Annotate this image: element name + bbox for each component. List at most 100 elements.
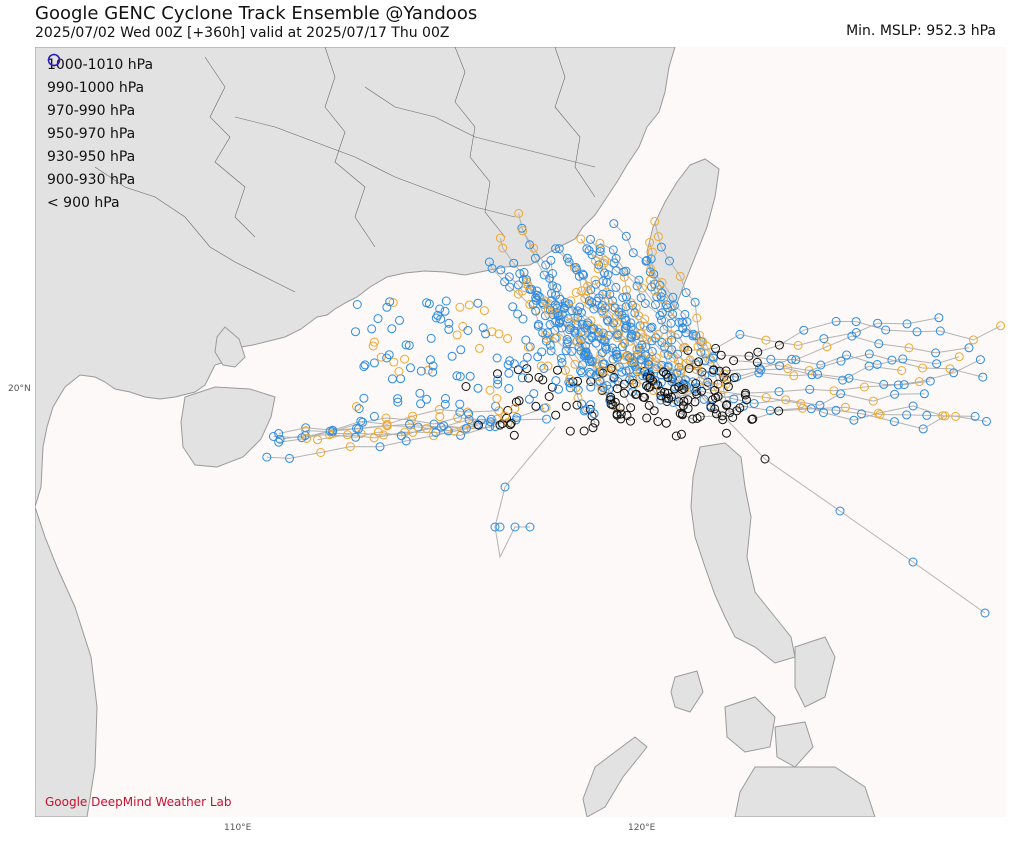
track-point-marker xyxy=(485,385,495,395)
track-point-marker xyxy=(395,315,404,325)
track-point-marker xyxy=(593,264,603,274)
track-point-marker xyxy=(628,248,638,258)
track-point-marker xyxy=(721,366,731,376)
track-point-marker xyxy=(626,333,636,343)
track-point-marker xyxy=(405,419,414,429)
track-point-marker xyxy=(613,333,622,343)
map-panel: 1000-1010 hPa 990-1000 hPa 970-990 hPa 950-… xyxy=(35,47,1006,817)
track-point-marker xyxy=(609,373,618,383)
track-point-marker xyxy=(529,243,539,253)
track-point-marker xyxy=(655,310,665,320)
track-point-marker xyxy=(667,372,677,382)
track-point-marker xyxy=(702,341,712,351)
track-point-marker xyxy=(422,394,432,404)
track-point-marker xyxy=(530,253,540,263)
track-point-marker xyxy=(664,394,674,404)
track-point-marker xyxy=(692,313,702,323)
track-point-marker xyxy=(285,453,294,463)
track-point-marker xyxy=(982,416,991,426)
track-point-marker xyxy=(524,394,534,404)
track-point-marker xyxy=(752,357,762,367)
track-point-marker xyxy=(690,297,700,307)
track-point-marker xyxy=(609,302,619,312)
track-point-marker xyxy=(676,367,686,377)
track-point-marker xyxy=(681,358,691,368)
track-point-marker xyxy=(625,353,635,363)
track-point-marker xyxy=(593,327,603,337)
track-point-marker xyxy=(691,359,701,369)
track-point-marker xyxy=(406,363,415,373)
track-point-marker xyxy=(619,272,629,282)
genesis-marker xyxy=(622,411,632,420)
track-point-marker xyxy=(842,350,852,360)
track-point-marker xyxy=(503,334,513,343)
track-point-marker xyxy=(584,296,594,306)
lat-label-20n: 20°N xyxy=(8,384,31,394)
track-point-marker xyxy=(274,437,284,447)
track-point-marker xyxy=(537,347,547,357)
track-point-marker xyxy=(455,372,465,381)
track-point-marker xyxy=(683,395,693,405)
track-point-marker xyxy=(452,330,462,340)
genesis-marker xyxy=(579,426,589,436)
track-point-marker xyxy=(343,430,352,440)
ensemble-track xyxy=(499,237,618,416)
track-point-marker xyxy=(599,258,609,268)
legend-label: 990-1000 hPa xyxy=(47,79,145,96)
track-point-marker xyxy=(836,356,846,366)
track-point-marker xyxy=(774,406,784,416)
track-point-marker xyxy=(541,336,551,346)
track-point-marker xyxy=(996,321,1006,331)
track-point-marker xyxy=(505,356,515,366)
track-point-marker xyxy=(551,244,561,254)
track-point-marker xyxy=(700,370,710,380)
track-point-marker xyxy=(345,442,355,452)
track-point-marker xyxy=(653,232,663,242)
track-point-marker xyxy=(711,393,720,403)
genesis-marker xyxy=(606,392,616,402)
track-point-marker xyxy=(632,344,642,354)
track-point-marker xyxy=(879,379,889,389)
track-point-marker xyxy=(532,286,542,296)
track-point-marker xyxy=(646,254,656,264)
track-point-marker xyxy=(513,280,523,290)
track-point-marker xyxy=(554,384,563,394)
track-point-marker xyxy=(552,333,561,343)
track-point-marker xyxy=(717,411,727,421)
track-point-marker xyxy=(562,335,572,344)
track-point-marker xyxy=(428,367,438,377)
track-point-marker xyxy=(749,399,759,408)
land-taiwan xyxy=(646,158,720,311)
track-point-marker xyxy=(510,404,520,414)
genesis-marker xyxy=(553,365,562,375)
genesis-marker xyxy=(615,403,625,413)
track-point-marker xyxy=(424,299,434,309)
track-point-marker xyxy=(597,348,607,358)
track-point-marker xyxy=(554,244,564,254)
track-point-marker xyxy=(657,315,666,325)
track-point-marker xyxy=(359,362,369,372)
track-point-marker xyxy=(585,367,595,377)
track-point-marker xyxy=(439,421,449,431)
track-point-marker xyxy=(587,250,597,260)
track-point-marker xyxy=(712,409,721,419)
track-point-marker xyxy=(607,362,617,372)
track-point-marker xyxy=(368,341,378,351)
track-point-marker xyxy=(571,263,581,272)
track-point-marker xyxy=(675,409,685,418)
legend-item: 970-990 hPa xyxy=(47,53,153,122)
track-point-marker xyxy=(504,272,514,282)
track-point-marker xyxy=(666,318,676,328)
track-point-marker xyxy=(595,238,605,248)
track-point-marker xyxy=(369,358,379,368)
track-point-marker xyxy=(641,256,651,266)
track-point-marker xyxy=(708,367,718,377)
ensemble-track xyxy=(668,390,925,406)
track-point-marker xyxy=(546,346,556,356)
ensemble-track xyxy=(537,325,596,424)
track-point-marker xyxy=(600,336,610,346)
track-point-marker xyxy=(595,376,605,386)
track-point-marker xyxy=(382,302,392,312)
track-point-marker xyxy=(376,352,386,362)
genesis-marker xyxy=(474,420,483,430)
